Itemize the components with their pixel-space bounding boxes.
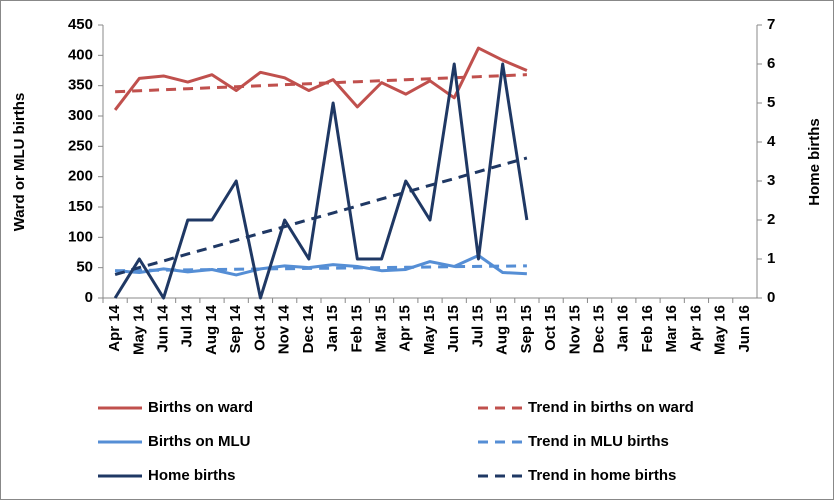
y-tick-label: 300 (68, 107, 93, 124)
y2-tick-label: 2 (767, 211, 775, 228)
x-tick-label: Jun 14 (155, 304, 172, 352)
x-tick-label: Apr 14 (106, 304, 123, 351)
y2-tick-label: 0 (767, 289, 775, 306)
y-tick-label: 100 (68, 228, 93, 245)
series-line (114, 156, 528, 277)
legend-label: Births on ward (148, 399, 253, 416)
x-tick-label: Aug 15 (494, 305, 511, 355)
x-tick-label: Nov 14 (276, 304, 293, 354)
y2-tick-label: 1 (767, 250, 775, 267)
series-line (114, 254, 527, 277)
y-tick-label: 200 (68, 168, 93, 185)
legend-label: Trend in home births (528, 467, 676, 484)
x-tick-label: Jul 15 (469, 305, 486, 348)
legend-label: Trend in MLU births (528, 433, 669, 450)
y2-tick-label: 4 (767, 133, 776, 150)
y2-tick-label: 7 (767, 16, 775, 33)
series-line (113, 62, 529, 300)
x-tick-label: Jan 16 (615, 305, 632, 352)
x-tick-label: Mar 15 (373, 305, 390, 353)
x-tick-label: Jun 16 (736, 305, 753, 353)
x-tick-label: Sep 14 (227, 304, 244, 353)
y-axis-label: Ward or MLU births (11, 93, 28, 232)
x-tick-label: Mar 16 (663, 305, 680, 353)
x-tick-label: Feb 16 (639, 305, 656, 353)
series-line (115, 73, 527, 94)
x-tick-label: Feb 15 (348, 305, 365, 353)
y2-tick-label: 6 (767, 55, 775, 72)
legend-label: Home births (148, 467, 236, 484)
y2-axis-label: Home births (806, 118, 823, 206)
y2-tick-label: 3 (767, 172, 775, 189)
x-tick-label: Apr 15 (397, 305, 414, 352)
x-tick-label: Jul 14 (179, 304, 196, 347)
x-tick-label: Dec 14 (300, 304, 317, 353)
x-tick-label: Sep 15 (518, 305, 535, 353)
y-tick-label: 400 (68, 46, 93, 63)
y2-tick-label: 5 (767, 94, 775, 111)
x-tick-label: Jan 15 (324, 305, 341, 352)
x-tick-label: Oct 14 (251, 304, 268, 351)
x-tick-label: Dec 15 (591, 305, 608, 353)
y-tick-label: 0 (85, 289, 93, 306)
series-line (115, 264, 527, 273)
y-tick-label: 250 (68, 137, 93, 154)
x-tick-label: Nov 15 (566, 305, 583, 354)
x-tick-label: May 14 (130, 304, 147, 355)
x-tick-label: Oct 15 (542, 305, 559, 351)
x-tick-label: Apr 16 (687, 305, 704, 352)
x-tick-label: Jun 15 (445, 305, 462, 353)
x-tick-label: Aug 14 (203, 304, 220, 355)
x-tick-label: May 16 (712, 305, 729, 355)
x-tick-label: May 15 (421, 305, 438, 355)
legend-label: Births on MLU (148, 433, 251, 450)
y-tick-label: 350 (68, 77, 93, 94)
y-tick-label: 150 (68, 198, 93, 215)
legend-label: Trend in births on ward (528, 399, 694, 416)
y-tick-label: 50 (76, 259, 93, 276)
y-tick-label: 450 (68, 16, 93, 33)
